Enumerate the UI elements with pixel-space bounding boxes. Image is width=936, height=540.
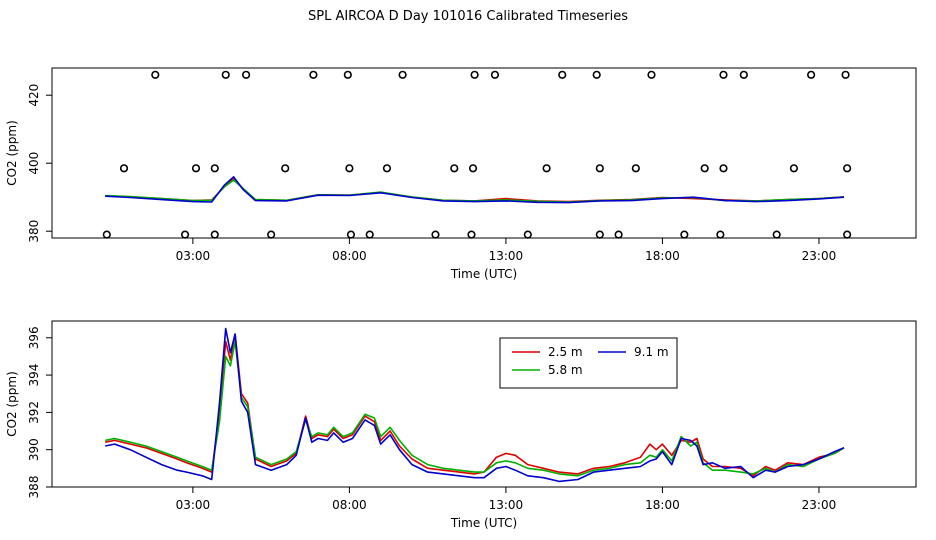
- cal-point-low: [772, 230, 781, 239]
- cal-point-high: [558, 70, 567, 79]
- cal-point-high: [241, 70, 251, 79]
- y-tick-label: 390: [27, 438, 41, 461]
- cal-point-low: [346, 230, 356, 239]
- x-axis-label: Time (UTC): [450, 516, 517, 530]
- cal-point-mid: [119, 164, 129, 173]
- cal-point-mid: [210, 164, 219, 173]
- x-tick-label: 13:00: [489, 498, 524, 512]
- bottom-panel: 03:00 08:00 13:00 18:00 23:00 Time (UTC) 388 39…: [5, 320, 917, 530]
- top-panel: 03:00 08:00 13:00 18:00 23:00 Time (UTC) 380 40…: [5, 67, 917, 281]
- legend-label: 5.8 m: [548, 363, 583, 377]
- cal-point-high: [719, 70, 728, 79]
- y-tick-label: 396: [27, 326, 41, 349]
- cal-point-mid: [281, 164, 290, 173]
- x-tick-label: 23:00: [802, 249, 837, 263]
- cal-point-low: [614, 230, 623, 239]
- x-tick-label: 08:00: [332, 498, 367, 512]
- legend-label: 9.1 m: [634, 345, 669, 359]
- legend: 2.5 m 9.1 m 5.8 m: [499, 337, 678, 389]
- y-tick-label: 380: [27, 220, 41, 243]
- chart-title: SPL AIRCOA D Day 101016 Calibrated Times…: [307, 9, 628, 24]
- cal-point-mid: [345, 164, 354, 173]
- series-line-blue: [105, 327, 845, 483]
- cal-point-high: [309, 70, 318, 79]
- y-axis-label: CO2 (ppm): [5, 120, 19, 186]
- cal-point-low: [210, 230, 219, 239]
- cal-point-low: [680, 230, 689, 239]
- cal-point-mid: [450, 164, 459, 173]
- cal-point-high: [490, 70, 500, 79]
- plot-frame: [51, 67, 917, 239]
- cal-point-high: [841, 70, 850, 79]
- x-tick-label: 03:00: [176, 249, 211, 263]
- cal-point-high: [647, 70, 656, 79]
- x-axis-label: Time (UTC): [450, 267, 517, 281]
- y-tick-label: 420: [27, 84, 41, 107]
- cal-point-low: [365, 230, 374, 239]
- legend-box: [499, 337, 678, 389]
- cal-point-low: [431, 230, 440, 239]
- cal-point-high: [470, 70, 479, 79]
- series-line-green: [105, 179, 845, 203]
- series-line-blue: [105, 176, 845, 204]
- legend-label: 2.5 m: [548, 345, 583, 359]
- plot-frame: [51, 320, 917, 488]
- cal-point-high: [343, 70, 352, 79]
- cal-point-high: [592, 70, 601, 79]
- cal-point-mid: [843, 164, 852, 173]
- x-tick-label: 13:00: [489, 249, 524, 263]
- y-tick-label: 400: [27, 152, 41, 175]
- cal-point-low: [716, 230, 725, 239]
- cal-point-low: [102, 230, 111, 239]
- x-tick-label: 18:00: [645, 498, 680, 512]
- cal-point-mid: [595, 164, 604, 173]
- series-line-red: [105, 177, 845, 203]
- cal-point-mid: [382, 164, 392, 173]
- x-tick-label: 03:00: [176, 498, 211, 512]
- cal-point-low: [523, 230, 532, 239]
- cal-point-low: [467, 230, 476, 239]
- x-tick-label: 18:00: [645, 249, 680, 263]
- cal-point-mid: [719, 164, 728, 173]
- cal-point-high: [398, 70, 407, 79]
- cal-point-low: [843, 230, 852, 239]
- y-tick-label: 394: [27, 364, 41, 387]
- cal-point-low: [595, 230, 604, 239]
- y-axis-label: CO2 (ppm): [5, 371, 19, 437]
- cal-point-mid: [700, 164, 709, 173]
- y-tick-label: 388: [27, 476, 41, 499]
- cal-point-high: [739, 70, 748, 79]
- cal-point-mid: [468, 164, 478, 173]
- cal-point-high: [151, 70, 160, 79]
- cal-point-low: [267, 230, 276, 239]
- cal-point-high: [807, 70, 816, 79]
- y-tick-label: 392: [27, 401, 41, 424]
- series-line-green: [105, 340, 845, 477]
- cal-point-mid: [542, 164, 551, 173]
- cal-point-mid: [789, 164, 799, 173]
- cal-point-mid: [631, 164, 640, 173]
- plot-area: [105, 176, 845, 204]
- cal-point-low: [180, 230, 190, 239]
- cal-point-high: [221, 70, 230, 79]
- x-tick-label: 08:00: [332, 249, 367, 263]
- series-line-red: [105, 333, 845, 477]
- plot-area: [105, 327, 845, 483]
- x-tick-label: 23:00: [802, 498, 837, 512]
- cal-point-mid: [191, 164, 201, 173]
